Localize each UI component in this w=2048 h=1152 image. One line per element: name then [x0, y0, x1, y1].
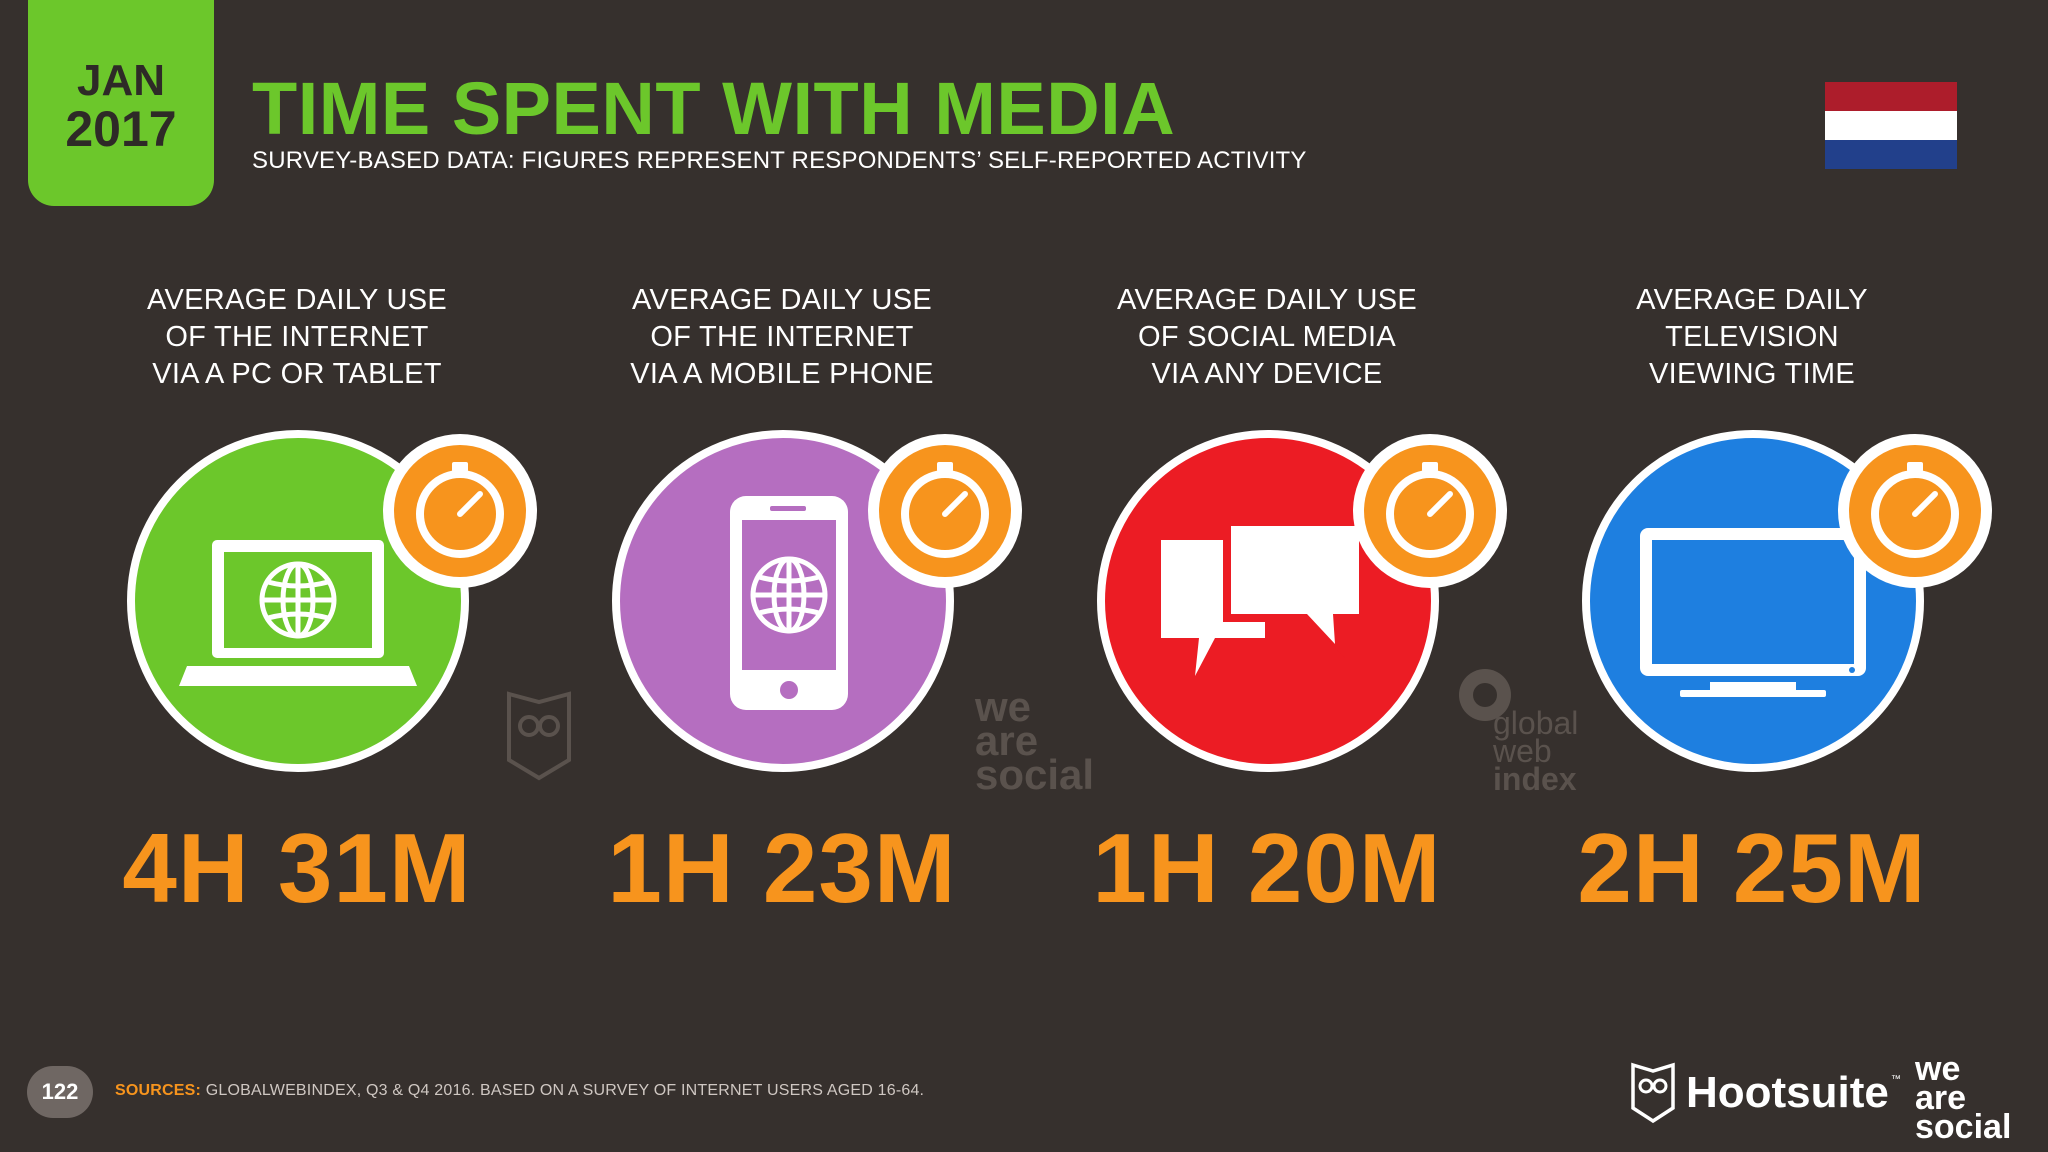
globalwebindex-logo-icon: [1459, 669, 1511, 721]
we-are-social-logo: we are social: [1915, 1050, 2012, 1146]
date-month: JAN: [76, 56, 166, 105]
speech-bubbles-icon: [1161, 518, 1367, 676]
we-are-social-watermark: we are social: [975, 683, 1095, 798]
mobile-phone-globe-icon: [730, 496, 848, 710]
stopwatch-icon: [383, 434, 537, 588]
hootsuite-wordmark: Hootsuite: [1686, 1068, 1889, 1117]
hootsuite-owl-watermark-icon: [507, 691, 571, 781]
hootsuite-logo: Hootsuite ™: [1630, 1062, 1901, 1124]
stat-label: AVERAGE DAILY USE OF THE INTERNET VIA A …: [630, 284, 934, 390]
stat-value: 4H 31M: [122, 813, 472, 923]
stat-circle: [1582, 430, 1924, 772]
stopwatch-icon: [868, 434, 1022, 588]
stat-value: 2H 25M: [1577, 813, 1927, 923]
stat-value: 1H 20M: [1092, 813, 1442, 923]
page-title: TIME SPENT WITH MEDIA: [252, 67, 1176, 150]
stat-label: AVERAGE DAILY USE OF THE INTERNET VIA A …: [146, 284, 448, 390]
stat-value: 1H 23M: [607, 813, 957, 923]
hootsuite-owl-icon: [1631, 1062, 1675, 1124]
stopwatch-icon: [1353, 434, 1507, 588]
laptop-globe-icon: [179, 540, 417, 686]
page-number: 122: [27, 1066, 93, 1118]
page-subtitle: SURVEY-BASED DATA: FIGURES REPRESENT RES…: [252, 147, 1307, 174]
sources-text: GLOBALWEBINDEX, Q3 & Q4 2016. BASED ON A…: [205, 1082, 925, 1099]
date-badge: JAN 2017: [28, 0, 214, 206]
television-icon: [1640, 528, 1866, 697]
netherlands-flag: [1825, 82, 1957, 169]
globalwebindex-watermark: global web index: [1455, 665, 1595, 805]
sources-label: SOURCES:: [115, 1082, 202, 1099]
stat-label: AVERAGE DAILY TELEVISION VIEWING TIME: [1636, 284, 1868, 390]
sources-note: SOURCES: GLOBALWEBINDEX, Q3 & Q4 2016. B…: [115, 1082, 924, 1100]
stat-label: AVERAGE DAILY USE OF SOCIAL MEDIA VIA AN…: [1116, 284, 1418, 390]
trademark-mark: ™: [1890, 1074, 1901, 1085]
stopwatch-icon: [1838, 434, 1992, 588]
date-year: 2017: [65, 101, 177, 157]
